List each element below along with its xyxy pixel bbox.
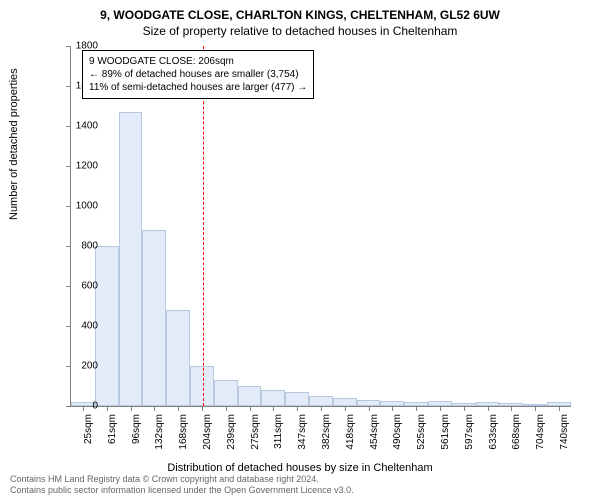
x-tick-label: 740sqm <box>559 414 570 456</box>
histogram-bar <box>95 246 119 406</box>
x-tick-mark <box>178 406 179 411</box>
histogram-bar <box>285 392 309 406</box>
reference-line <box>203 46 204 406</box>
x-tick-mark <box>440 406 441 411</box>
x-tick-label: 454sqm <box>369 414 380 456</box>
y-tick-label: 200 <box>58 361 98 372</box>
y-tick-label: 1200 <box>58 161 98 172</box>
x-tick-label: 418sqm <box>345 414 356 456</box>
x-tick-label: 561sqm <box>440 414 451 456</box>
x-tick-mark <box>535 406 536 411</box>
x-tick-label: 168sqm <box>178 414 189 456</box>
histogram-bar <box>190 366 214 406</box>
x-tick-label: 25sqm <box>83 414 94 456</box>
x-tick-mark <box>559 406 560 411</box>
x-tick-label: 61sqm <box>107 414 118 456</box>
y-tick-label: 1400 <box>58 121 98 132</box>
x-tick-label: 633sqm <box>488 414 499 456</box>
x-tick-label: 525sqm <box>416 414 427 456</box>
histogram-bar <box>238 386 262 406</box>
plot-area: 25sqm61sqm96sqm132sqm168sqm204sqm239sqm2… <box>70 46 571 407</box>
x-tick-label: 311sqm <box>273 414 284 456</box>
x-tick-mark <box>416 406 417 411</box>
histogram-bar <box>166 310 190 406</box>
x-tick-label: 204sqm <box>202 414 213 456</box>
x-tick-mark <box>131 406 132 411</box>
x-tick-mark <box>392 406 393 411</box>
x-tick-label: 347sqm <box>297 414 308 456</box>
x-tick-label: 597sqm <box>464 414 475 456</box>
histogram-bar <box>309 396 333 406</box>
x-tick-mark <box>250 406 251 411</box>
y-tick-label: 600 <box>58 281 98 292</box>
chart-title-subtitle: Size of property relative to detached ho… <box>0 22 600 38</box>
chart-container: 9, WOODGATE CLOSE, CHARLTON KINGS, CHELT… <box>0 0 600 500</box>
x-tick-mark <box>154 406 155 411</box>
x-tick-mark <box>226 406 227 411</box>
x-tick-label: 668sqm <box>511 414 522 456</box>
x-tick-label: 239sqm <box>226 414 237 456</box>
x-tick-mark <box>297 406 298 411</box>
y-tick-label: 1000 <box>58 201 98 212</box>
x-tick-mark <box>464 406 465 411</box>
y-axis-label: Number of detached properties <box>8 68 20 220</box>
x-tick-mark <box>511 406 512 411</box>
annotation-box: 9 WOODGATE CLOSE: 206sqm← 89% of detache… <box>82 50 314 99</box>
footer-line1: Contains HM Land Registry data © Crown c… <box>10 474 354 485</box>
x-tick-mark <box>273 406 274 411</box>
histogram-bar <box>214 380 238 406</box>
histogram-bar <box>119 112 143 406</box>
footer-line2: Contains public sector information licen… <box>10 485 354 496</box>
x-tick-label: 275sqm <box>250 414 261 456</box>
annotation-line: 9 WOODGATE CLOSE: 206sqm <box>89 55 307 68</box>
chart-title-address: 9, WOODGATE CLOSE, CHARLTON KINGS, CHELT… <box>0 0 600 22</box>
footer-attribution: Contains HM Land Registry data © Crown c… <box>10 474 354 496</box>
x-tick-mark <box>321 406 322 411</box>
y-tick-label: 800 <box>58 241 98 252</box>
annotation-line: ← 89% of detached houses are smaller (3,… <box>89 68 307 81</box>
histogram-bar <box>333 398 357 406</box>
x-axis-label: Distribution of detached houses by size … <box>0 462 600 474</box>
histogram-bar <box>142 230 166 406</box>
x-tick-mark <box>369 406 370 411</box>
x-tick-label: 704sqm <box>535 414 546 456</box>
x-tick-mark <box>107 406 108 411</box>
histogram-bar <box>261 390 285 406</box>
x-tick-mark <box>488 406 489 411</box>
x-tick-label: 96sqm <box>131 414 142 456</box>
x-tick-label: 490sqm <box>392 414 403 456</box>
x-tick-label: 132sqm <box>154 414 165 456</box>
annotation-line: 11% of semi-detached houses are larger (… <box>89 81 307 94</box>
x-tick-label: 382sqm <box>321 414 332 456</box>
y-tick-label: 0 <box>58 401 98 412</box>
y-tick-label: 400 <box>58 321 98 332</box>
x-tick-mark <box>345 406 346 411</box>
x-tick-mark <box>202 406 203 411</box>
